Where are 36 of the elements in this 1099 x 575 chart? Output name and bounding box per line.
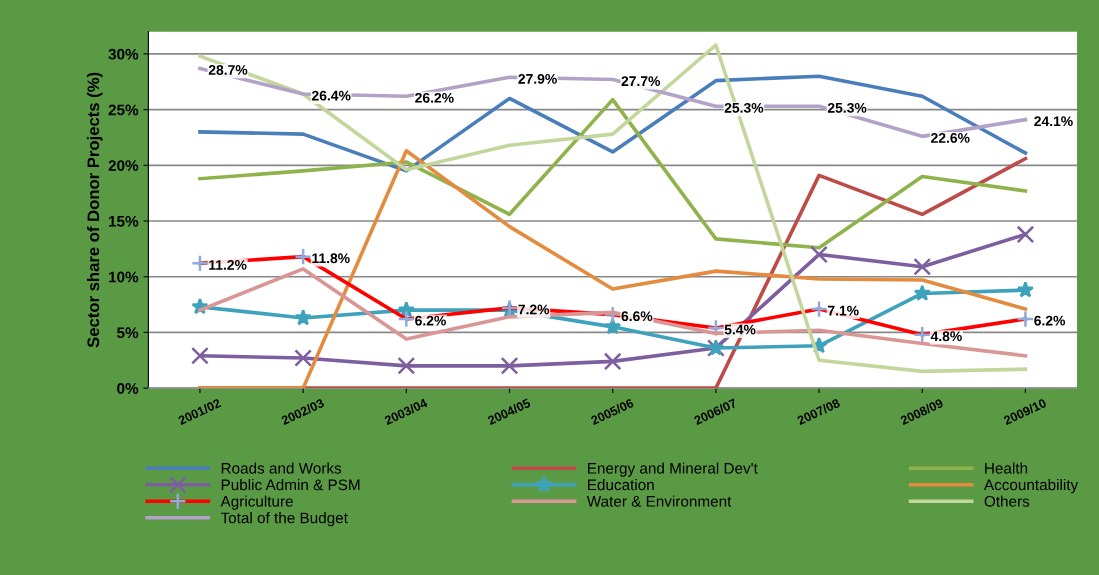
legend-label: Roads and Works bbox=[221, 462, 342, 474]
legend-label: Energy and Mineral Dev't bbox=[588, 462, 758, 477]
y-axis-title: Sector share of Donor Projects (%) bbox=[86, 72, 103, 348]
legend-label: Accountability bbox=[983, 479, 1079, 494]
data-label: 28.7% bbox=[208, 65, 248, 75]
legend-label: Education bbox=[588, 479, 654, 491]
data-label: 7.1% bbox=[827, 305, 859, 316]
legend-label: Water & Environment bbox=[586, 495, 732, 507]
legend-label: Others bbox=[984, 495, 1030, 507]
y-tick-label: 20% bbox=[108, 160, 139, 171]
y-tick-label: 5% bbox=[117, 327, 139, 339]
data-label: 6.2% bbox=[415, 315, 446, 326]
data-label: 27.9% bbox=[518, 73, 557, 84]
data-label: 26.2% bbox=[415, 92, 454, 103]
y-tick-label: 0% bbox=[117, 382, 139, 394]
data-label: 25.3% bbox=[724, 102, 764, 113]
data-label: 25.3% bbox=[827, 102, 867, 113]
y-tick-label: 30% bbox=[108, 48, 139, 60]
data-label: 4.8% bbox=[930, 331, 962, 342]
legend-label: Health bbox=[985, 462, 1028, 474]
y-tick-label: 25% bbox=[108, 104, 139, 116]
data-label: 6.6% bbox=[621, 311, 653, 322]
data-label: 6.2% bbox=[1034, 315, 1066, 326]
legend-label: Public Admin & PSM bbox=[221, 479, 360, 491]
data-label: 24.1% bbox=[1034, 116, 1073, 127]
y-tick-label: 10% bbox=[109, 271, 139, 283]
legend-label: Total of the Budget bbox=[220, 512, 348, 527]
data-label: 7.2% bbox=[518, 304, 550, 315]
data-label: 11.2% bbox=[209, 260, 247, 270]
data-label: 11.8% bbox=[312, 253, 350, 264]
data-label: 27.7% bbox=[621, 76, 661, 87]
y-tick-label: 15% bbox=[109, 215, 139, 227]
legend-label: Agriculture bbox=[220, 495, 293, 510]
data-label: 26.4% bbox=[311, 90, 351, 101]
data-label: 5.4% bbox=[724, 324, 756, 335]
data-label: 22.6% bbox=[931, 133, 970, 143]
